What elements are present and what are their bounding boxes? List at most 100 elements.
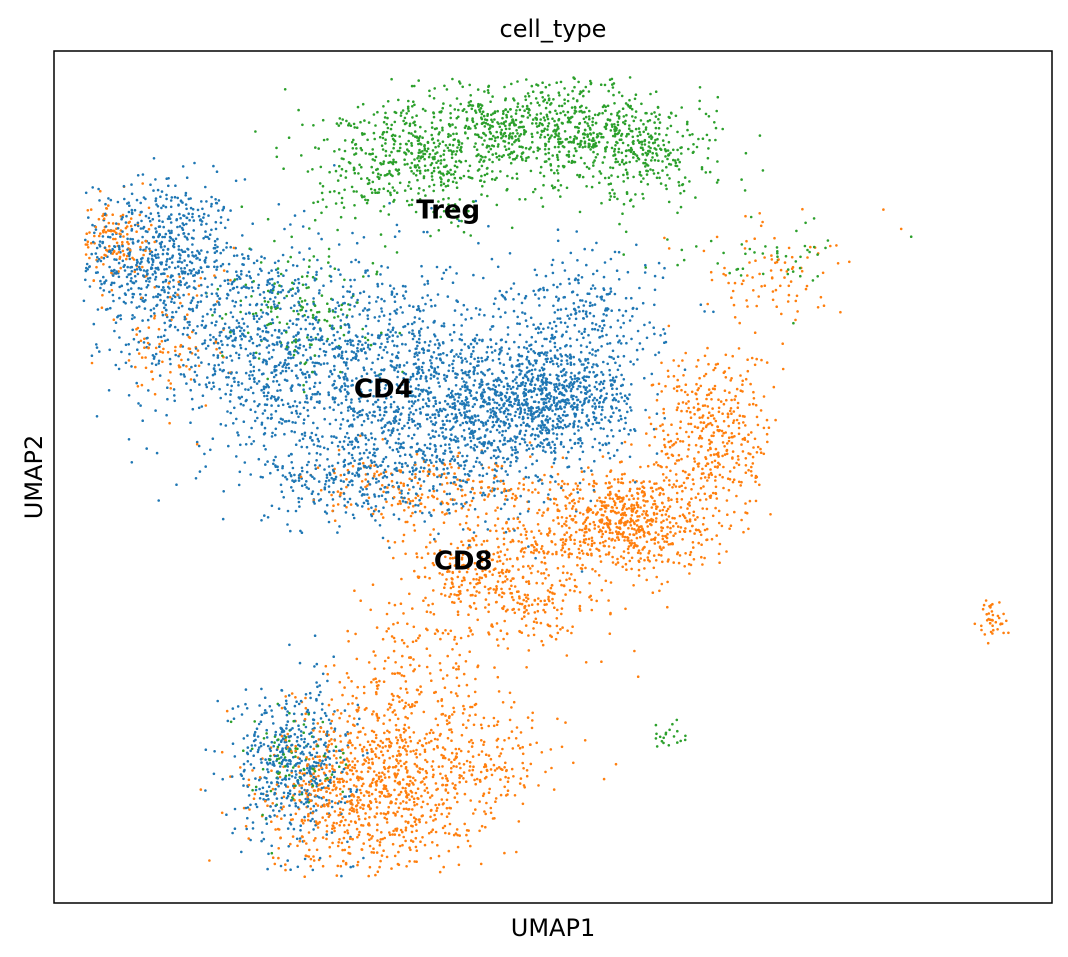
scatter-point-cd4 <box>603 261 607 264</box>
scatter-point-cd4 <box>344 350 348 354</box>
scatter-point-cd4 <box>298 793 301 796</box>
scatter-point-cd8 <box>510 496 514 500</box>
scatter-point-treg <box>631 135 635 139</box>
scatter-point-cd8 <box>435 809 438 812</box>
scatter-point-cd4 <box>601 443 605 447</box>
scatter-point-cd4 <box>504 340 508 344</box>
scatter-point-cd4 <box>210 321 214 325</box>
scatter-point-cd4 <box>283 814 286 817</box>
scatter-point-cd8 <box>333 519 337 522</box>
scatter-point-cd4 <box>376 282 379 286</box>
scatter-point-cd8 <box>725 550 728 553</box>
scatter-point-cd8 <box>354 632 357 636</box>
scatter-point-cd8 <box>375 714 379 717</box>
scatter-point-cd8 <box>675 389 679 393</box>
scatter-point-cd4 <box>323 353 327 357</box>
scatter-point-cd8 <box>662 519 665 523</box>
scatter-point-cd4 <box>276 343 279 346</box>
scatter-point-cd4 <box>509 287 513 290</box>
scatter-point-cd4 <box>262 743 266 746</box>
scatter-point-cd4 <box>323 711 327 715</box>
scatter-point-cd8 <box>749 470 753 473</box>
scatter-point-cd8 <box>617 489 621 493</box>
scatter-point-treg <box>412 172 416 175</box>
scatter-point-cd8 <box>388 731 391 734</box>
scatter-point-treg <box>269 310 273 313</box>
scatter-point-cd4 <box>598 325 601 328</box>
scatter-point-cd4 <box>234 300 238 304</box>
scatter-point-cd8 <box>679 526 683 529</box>
scatter-point-cd8 <box>328 769 332 773</box>
scatter-point-treg <box>251 788 254 792</box>
scatter-point-cd4 <box>300 713 304 716</box>
scatter-point-cd4 <box>299 824 303 827</box>
scatter-point-cd4 <box>576 259 579 262</box>
scatter-point-cd4 <box>291 421 295 424</box>
scatter-point-cd8 <box>695 392 698 396</box>
scatter-point-cd8 <box>692 558 696 561</box>
scatter-point-cd8 <box>398 700 401 703</box>
scatter-point-treg <box>382 160 386 163</box>
scatter-point-cd8 <box>368 838 371 842</box>
scatter-point-cd4 <box>584 379 587 383</box>
scatter-point-cd4 <box>239 334 242 338</box>
scatter-point-treg <box>370 165 374 169</box>
scatter-point-cd8 <box>981 607 985 611</box>
scatter-point-cd8 <box>709 421 712 425</box>
scatter-point-cd4 <box>123 292 127 295</box>
scatter-point-treg <box>577 80 580 84</box>
scatter-point-cd4 <box>470 352 473 356</box>
scatter-point-cd8 <box>290 692 294 695</box>
scatter-point-cd4 <box>240 850 243 854</box>
scatter-point-cd4 <box>314 467 318 471</box>
scatter-point-treg <box>547 151 550 155</box>
scatter-point-cd4 <box>392 410 396 414</box>
scatter-point-cd4 <box>554 324 558 328</box>
scatter-point-cd8 <box>816 306 820 309</box>
scatter-point-cd4 <box>203 261 207 264</box>
scatter-point-cd4 <box>583 386 586 389</box>
scatter-point-cd4 <box>319 498 323 501</box>
scatter-point-cd4 <box>176 265 180 268</box>
scatter-point-cd4 <box>480 370 483 374</box>
scatter-point-cd8 <box>107 221 111 225</box>
scatter-point-cd4 <box>239 773 243 776</box>
scatter-point-cd4 <box>252 365 256 369</box>
scatter-point-cd4 <box>313 364 316 368</box>
scatter-point-cd8 <box>565 578 568 582</box>
scatter-point-cd4 <box>434 421 438 424</box>
scatter-point-cd4 <box>588 341 592 344</box>
scatter-point-cd4 <box>453 407 457 411</box>
scatter-point-cd4 <box>411 337 415 341</box>
scatter-point-cd4 <box>244 702 247 706</box>
scatter-point-cd4 <box>231 707 235 710</box>
scatter-point-treg <box>510 82 513 86</box>
scatter-point-cd8 <box>351 837 355 841</box>
scatter-point-cd8 <box>706 405 710 408</box>
scatter-point-cd8 <box>430 728 433 732</box>
scatter-point-cd4 <box>335 436 338 440</box>
scatter-point-cd4 <box>554 408 558 411</box>
scatter-point-cd8 <box>580 470 584 474</box>
scatter-point-cd4 <box>277 784 280 788</box>
scatter-point-cd4 <box>294 292 297 295</box>
scatter-point-cd4 <box>361 309 365 312</box>
scatter-point-cd8 <box>426 496 430 499</box>
scatter-point-cd4 <box>473 414 477 417</box>
scatter-point-cd8 <box>339 734 342 738</box>
scatter-point-cd4 <box>340 487 343 491</box>
scatter-point-cd4 <box>477 241 480 245</box>
scatter-point-cd4 <box>542 286 545 290</box>
scatter-point-cd4 <box>260 315 263 319</box>
scatter-point-cd4 <box>474 199 478 203</box>
scatter-point-treg <box>311 168 314 171</box>
scatter-point-cd4 <box>592 411 596 415</box>
scatter-point-cd4 <box>377 419 380 422</box>
scatter-point-treg <box>613 150 616 153</box>
scatter-point-cd8 <box>534 488 537 491</box>
scatter-point-cd4 <box>395 344 399 348</box>
scatter-point-treg <box>676 158 680 161</box>
scatter-point-cd4 <box>183 235 187 238</box>
scatter-point-cd4 <box>333 347 337 350</box>
scatter-point-cd4 <box>201 207 204 211</box>
